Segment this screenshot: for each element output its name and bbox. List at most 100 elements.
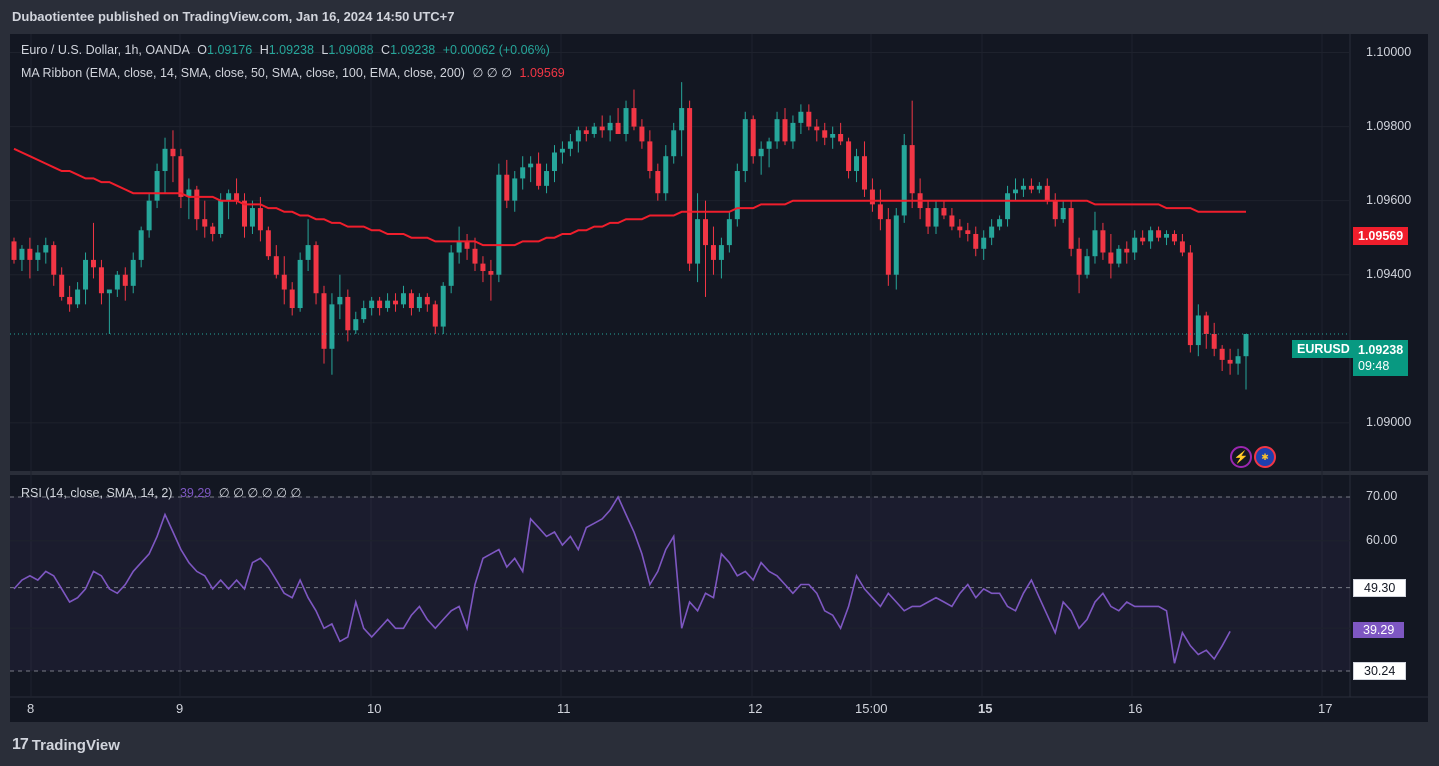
candle-body[interactable]: [854, 156, 860, 172]
candle-body[interactable]: [933, 208, 939, 227]
candle-body[interactable]: [329, 304, 335, 349]
candle-body[interactable]: [464, 241, 470, 249]
candle-body[interactable]: [512, 178, 518, 201]
candle-body[interactable]: [679, 108, 685, 131]
candle-body[interactable]: [1020, 185, 1026, 190]
candle-body[interactable]: [551, 152, 557, 172]
candle-body[interactable]: [210, 226, 216, 234]
candle-body[interactable]: [949, 215, 955, 227]
candle-body[interactable]: [456, 241, 462, 253]
ma200-line[interactable]: [13, 147, 1246, 247]
candle-body[interactable]: [1132, 237, 1138, 253]
candle-body[interactable]: [305, 245, 311, 260]
candle-body[interactable]: [265, 230, 271, 257]
candle-body[interactable]: [575, 130, 581, 142]
candle-body[interactable]: [440, 285, 446, 327]
candle-body[interactable]: [1036, 185, 1042, 190]
candle-body[interactable]: [997, 219, 1003, 227]
candle-body[interactable]: [1140, 237, 1146, 242]
candle-body[interactable]: [655, 171, 661, 194]
candle-body[interactable]: [599, 126, 605, 131]
candle-body[interactable]: [504, 174, 510, 201]
candle-body[interactable]: [1068, 208, 1074, 249]
candle-body[interactable]: [1211, 333, 1217, 349]
candle-body[interactable]: [75, 289, 81, 305]
candle-body[interactable]: [1187, 252, 1193, 346]
candle-body[interactable]: [424, 296, 430, 305]
candle-body[interactable]: [909, 145, 915, 194]
candle-body[interactable]: [1171, 233, 1177, 242]
candle-body[interactable]: [766, 141, 772, 149]
candle-body[interactable]: [138, 230, 144, 260]
candle-body[interactable]: [973, 233, 979, 249]
candle-body[interactable]: [615, 122, 621, 134]
candle-body[interactable]: [1100, 230, 1106, 253]
candle-body[interactable]: [687, 108, 693, 264]
candle-body[interactable]: [1179, 241, 1185, 253]
candle-body[interactable]: [122, 274, 128, 286]
candle-body[interactable]: [345, 296, 351, 331]
candle-body[interactable]: [567, 141, 573, 149]
candle-body[interactable]: [432, 304, 438, 327]
candle-body[interactable]: [202, 219, 208, 227]
candle-body[interactable]: [957, 226, 963, 231]
candle-body[interactable]: [941, 208, 947, 216]
candle-body[interactable]: [1092, 230, 1098, 257]
rsi-line[interactable]: [13, 495, 1231, 664]
candle-body[interactable]: [114, 274, 120, 290]
candle-body[interactable]: [472, 248, 478, 264]
candle-body[interactable]: [1028, 185, 1034, 190]
candle-body[interactable]: [901, 145, 907, 216]
candle-body[interactable]: [520, 167, 526, 179]
candle-body[interactable]: [43, 245, 49, 253]
candle-body[interactable]: [234, 193, 240, 201]
candle-body[interactable]: [965, 230, 971, 234]
candle-body[interactable]: [718, 245, 724, 260]
candle-body[interactable]: [297, 259, 303, 309]
candle-body[interactable]: [981, 237, 987, 249]
candle-body[interactable]: [496, 174, 502, 275]
candle-body[interactable]: [877, 204, 883, 220]
rsi-title[interactable]: RSI (14, close, SMA, 14, 2): [21, 486, 173, 500]
candle-body[interactable]: [750, 119, 756, 157]
candle-body[interactable]: [35, 252, 41, 260]
candle-body[interactable]: [194, 189, 200, 220]
candle-body[interactable]: [1195, 315, 1201, 346]
candle-body[interactable]: [480, 263, 486, 272]
candle-body[interactable]: [710, 245, 716, 260]
candle-body[interactable]: [893, 215, 899, 275]
candle-body[interactable]: [416, 296, 422, 309]
candle-body[interactable]: [885, 219, 891, 275]
candle-body[interactable]: [1044, 185, 1050, 201]
candle-body[interactable]: [1203, 315, 1209, 334]
candle-body[interactable]: [393, 300, 399, 305]
candle-body[interactable]: [742, 119, 748, 172]
pane-divider[interactable]: [10, 471, 1428, 475]
candle-body[interactable]: [1076, 248, 1082, 275]
candle-body[interactable]: [1012, 189, 1018, 194]
candle-body[interactable]: [369, 300, 375, 309]
candle-body[interactable]: [1005, 193, 1011, 220]
candle-body[interactable]: [1235, 356, 1241, 364]
candle-body[interactable]: [321, 293, 327, 349]
candle-body[interactable]: [59, 274, 65, 297]
candle-body[interactable]: [106, 289, 112, 294]
chart-canvas[interactable]: [10, 34, 1428, 722]
candle-body[interactable]: [814, 126, 820, 131]
candle-body[interactable]: [218, 200, 224, 234]
candle-body[interactable]: [559, 148, 565, 153]
candle-body[interactable]: [695, 219, 701, 264]
candle-body[interactable]: [528, 163, 534, 168]
candle-body[interactable]: [639, 126, 645, 142]
candle-body[interactable]: [846, 141, 852, 172]
candle-body[interactable]: [1052, 200, 1058, 220]
candle-body[interactable]: [830, 133, 836, 138]
candle-body[interactable]: [448, 252, 454, 286]
candle-body[interactable]: [1084, 256, 1090, 275]
candle-body[interactable]: [1156, 230, 1162, 238]
candle-body[interactable]: [289, 289, 295, 309]
candle-body[interactable]: [226, 193, 232, 201]
candle-body[interactable]: [162, 148, 168, 172]
candle-body[interactable]: [869, 189, 875, 205]
candle-body[interactable]: [51, 245, 57, 275]
